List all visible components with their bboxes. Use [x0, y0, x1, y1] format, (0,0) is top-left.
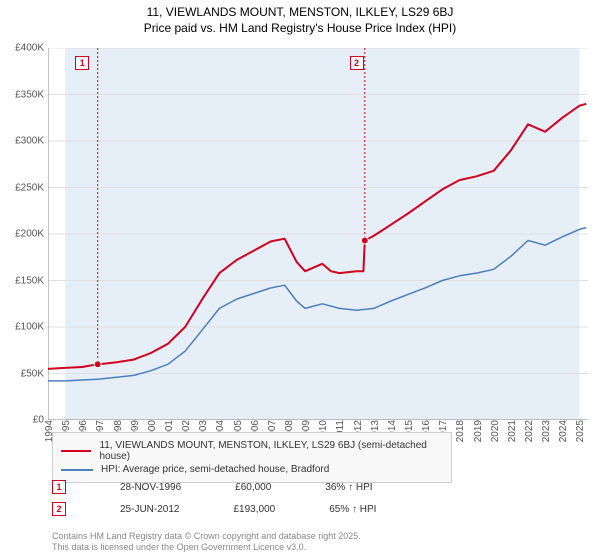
x-tick-label: 2025 [575, 420, 586, 442]
chart-marker-badge: 2 [350, 56, 364, 70]
marker-row-2: 2 25-JUN-2012 £193,000 65% ↑ HPI [52, 502, 376, 516]
attribution-line-1: Contains HM Land Registry data © Crown c… [52, 531, 361, 543]
marker-price: £193,000 [233, 504, 275, 515]
legend-item-hpi: HPI: Average price, semi-detached house,… [61, 464, 443, 475]
title-line-2: Price paid vs. HM Land Registry's House … [0, 20, 600, 36]
legend-item-property: 11, VIEWLANDS MOUNT, MENSTON, ILKLEY, LS… [61, 440, 443, 462]
y-tick-label: £50K [21, 368, 48, 379]
title-line-1: 11, VIEWLANDS MOUNT, MENSTON, ILKLEY, LS… [0, 4, 600, 20]
marker-price: £60,000 [235, 482, 271, 493]
marker-delta: 65% ↑ HPI [329, 504, 376, 515]
attribution-line-2: This data is licensed under the Open Gov… [52, 542, 361, 554]
y-tick-label: £400K [15, 43, 48, 54]
y-tick-label: £200K [15, 229, 48, 240]
marker-delta: 36% ↑ HPI [325, 482, 372, 493]
marker-row-1: 1 28-NOV-1996 £60,000 36% ↑ HPI [52, 480, 373, 494]
legend-label: 11, VIEWLANDS MOUNT, MENSTON, ILKLEY, LS… [99, 440, 443, 462]
x-tick-label: 2020 [490, 420, 501, 442]
y-tick-label: £150K [15, 275, 48, 286]
marker-date: 28-NOV-1996 [120, 482, 181, 493]
x-tick-label: 2023 [541, 420, 552, 442]
marker-badge: 1 [52, 480, 66, 494]
legend-label: HPI: Average price, semi-detached house,… [101, 464, 329, 475]
legend-swatch [61, 469, 93, 471]
chart: £0£50K£100K£150K£200K£250K£300K£350K£400… [48, 48, 588, 420]
attribution: Contains HM Land Registry data © Crown c… [52, 531, 361, 554]
marker-date: 25-JUN-2012 [120, 504, 179, 515]
chart-marker-badge: 1 [75, 56, 89, 70]
y-tick-label: £350K [15, 89, 48, 100]
x-tick-label: 2019 [473, 420, 484, 442]
x-tick-label: 2018 [455, 420, 466, 442]
y-tick-label: £300K [15, 136, 48, 147]
legend-swatch [61, 450, 91, 452]
marker-badge: 2 [52, 502, 66, 516]
x-tick-label: 2021 [507, 420, 518, 442]
y-tick-label: £100K [15, 322, 48, 333]
x-tick-label: 2022 [524, 420, 535, 442]
x-tick-label: 2024 [558, 420, 569, 442]
legend: 11, VIEWLANDS MOUNT, MENSTON, ILKLEY, LS… [52, 432, 452, 483]
y-tick-label: £250K [15, 182, 48, 193]
chart-title: 11, VIEWLANDS MOUNT, MENSTON, ILKLEY, LS… [0, 0, 600, 36]
